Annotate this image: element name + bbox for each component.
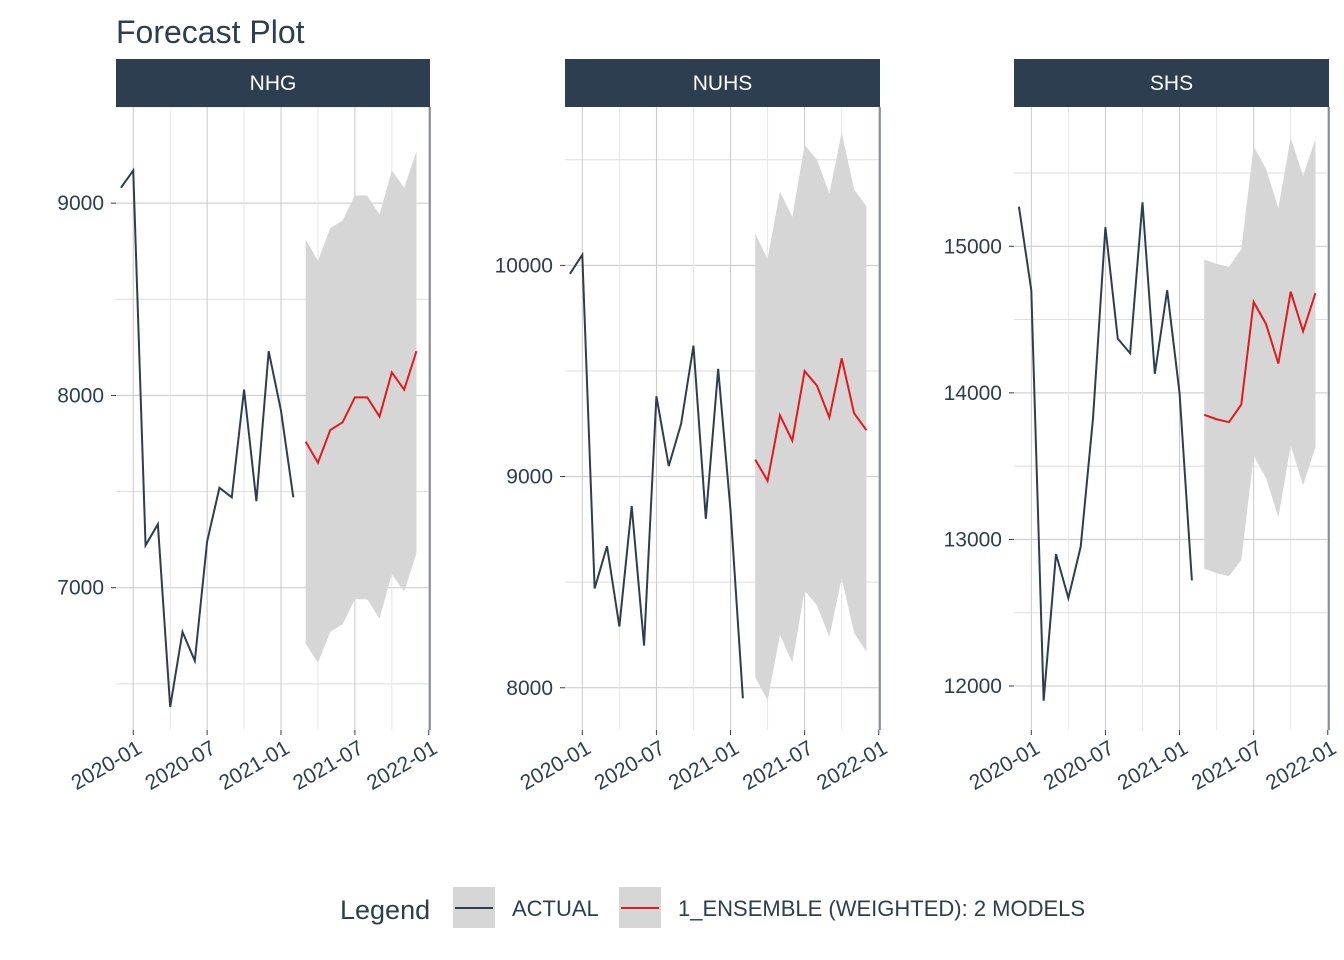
x-tick-label: 2022-01	[1262, 736, 1340, 794]
x-tick-label: 2021-07	[739, 736, 817, 794]
page-title: Forecast Plot	[116, 14, 305, 50]
y-tick-label: 12000	[944, 675, 1002, 698]
y-tick-label: 13000	[944, 528, 1002, 551]
y-tick-label: 8000	[57, 384, 104, 407]
legend-label: ACTUAL	[512, 896, 599, 921]
x-tick-label: 2020-01	[517, 736, 595, 794]
y-tick-label: 14000	[944, 382, 1002, 405]
actual-series-line	[120, 167, 295, 708]
x-tick-label: 2020-07	[591, 736, 669, 794]
x-tick-label: 2021-01	[665, 736, 743, 794]
actual-series-line	[569, 251, 744, 699]
panel-shs: SHS120001300014000150002020-012020-07202…	[944, 59, 1340, 795]
panel-nhg: NHG 7000 8000 9000 2020-012020-072021-012021…	[57, 59, 441, 795]
x-tick-label: 2021-07	[289, 736, 367, 794]
x-tick-label: 2020-07	[1040, 736, 1118, 794]
x-tick-label: 2022-01	[813, 736, 891, 794]
legend: Legend ACTUAL 1_ENSEMBLE (WEIGHTED): 2 MOD…	[340, 887, 1085, 928]
x-tick-label: 2020-01	[67, 736, 145, 794]
x-tick-label: 2020-07	[141, 736, 219, 794]
x-tick-label: 2020-01	[966, 736, 1044, 794]
y-tick-label: 10000	[495, 254, 553, 277]
facet-strip-label: NHG	[250, 72, 297, 95]
y-tick-label: 8000	[506, 677, 553, 700]
x-tick-label: 2021-01	[215, 736, 293, 794]
x-tick-label: 2021-01	[1114, 736, 1192, 794]
y-tick-label: 7000	[57, 577, 104, 600]
facet-strip-label: SHS	[1150, 72, 1193, 95]
facet-strip-label: NUHS	[693, 72, 753, 95]
facet-strip	[116, 59, 430, 107]
facet-strip	[1014, 59, 1329, 107]
confidence-band	[1204, 137, 1316, 577]
confidence-band	[755, 132, 867, 701]
y-tick-label: 9000	[57, 192, 104, 215]
confidence-band	[305, 151, 417, 663]
x-tick-label: 2022-01	[363, 736, 441, 794]
actual-series-line	[1017, 202, 1193, 701]
y-tick-label: 9000	[506, 466, 553, 489]
y-tick-label: 15000	[944, 235, 1002, 258]
facet-panels: NHG7000800090002020-012020-072021-012021…	[57, 59, 1340, 795]
panel-nuhs: NUHS80009000100002020-012020-072021-0120…	[495, 59, 891, 795]
facet-strip	[565, 59, 880, 107]
legend-title: Legend	[340, 895, 430, 925]
legend-label: 1_ENSEMBLE (WEIGHTED): 2 MODELS	[678, 896, 1085, 921]
x-tick-label: 2021-07	[1188, 736, 1266, 794]
forecast-series-line	[754, 358, 868, 484]
forecast-series-line	[1203, 291, 1317, 424]
forecast-series-line	[304, 350, 418, 466]
